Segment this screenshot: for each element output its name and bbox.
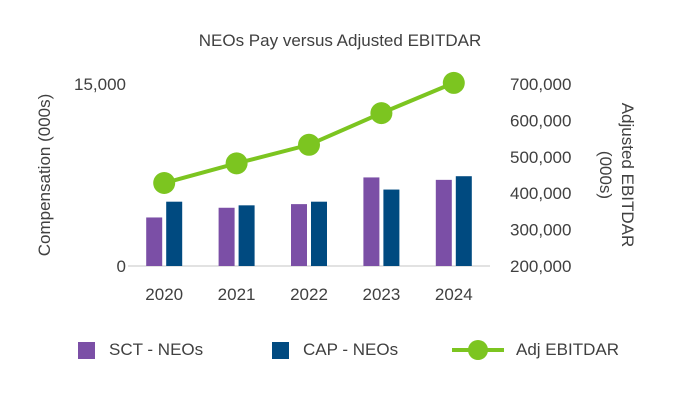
ebitdar-line-series [153,71,465,195]
y-axis-ticks: 0 15,000 [74,75,126,276]
y2-tick-label: 400,000 [510,184,571,203]
x-tick-label: 2020 [145,285,183,304]
bar-cap-neos-2020 [166,201,183,266]
x-tick-label: 2021 [218,285,256,304]
legend: SCT - NEOs CAP - NEOs Adj EBITDAR [0,336,680,366]
y-tick-label: 0 [117,257,126,276]
chart-title: NEOs Pay versus Adjusted EBITDAR [199,31,482,50]
bar-sct-neos-2021 [218,207,235,266]
y2-tick-label: 200,000 [510,257,571,276]
y2-tick-label: 700,000 [510,75,571,94]
x-tick-label: 2023 [362,285,400,304]
x-axis-ticks: 2020 2021 2022 2023 2024 [145,285,472,304]
ebitdar-point-2023 [370,102,393,125]
bar-cap-neos-2022 [311,201,327,266]
y2-tick-label: 300,000 [510,221,571,240]
y2-tick-label: 600,000 [510,111,571,130]
ebitdar-point-2020 [153,172,176,195]
ebitdar-point-2024 [442,71,465,94]
bar-cap-neos-2023 [383,189,400,266]
y2-axis-label: Adjusted EBITDAR (000s) [596,103,637,248]
legend-item-ebitdar: Adj EBITDAR [452,336,619,364]
y2-tick-label: 500,000 [510,148,571,167]
legend-swatch-cap [272,341,289,359]
bar-sct-neos-2020 [146,217,163,266]
y-tick-label: 15,000 [74,75,126,94]
bar-cap-neos-2021 [238,205,255,266]
bar-sct-neos-2024 [435,179,452,266]
y2-axis-label-line2: (000s) [596,151,615,199]
ebitdar-line [163,81,455,185]
y-axis-label: Compensation (000s) [35,94,54,257]
ebitdar-point-2022 [298,133,320,156]
legend-label-ebitdar: Adj EBITDAR [516,340,619,359]
legend-swatch-sct [78,341,95,359]
bar-sct-neos-2022 [291,204,307,266]
y2-axis-label-line1: Adjusted EBITDAR [618,103,637,248]
bar-cap-neos-2024 [455,176,472,266]
x-tick-label: 2024 [435,285,473,304]
legend-item-cap: CAP - NEOs [272,336,398,364]
legend-swatch-ebitdar [452,340,504,360]
ebitdar-point-2021 [225,152,248,175]
legend-item-sct: SCT - NEOs [78,336,203,364]
y2-axis-ticks: 200,000 300,000 400,000 500,000 600,000 700,0… [510,75,571,276]
x-tick-label: 2022 [290,285,328,304]
legend-label-cap: CAP - NEOs [303,340,399,359]
legend-label-sct: SCT - NEOs [109,340,204,359]
bar-sct-neos-2023 [363,177,380,266]
bars [146,176,472,266]
